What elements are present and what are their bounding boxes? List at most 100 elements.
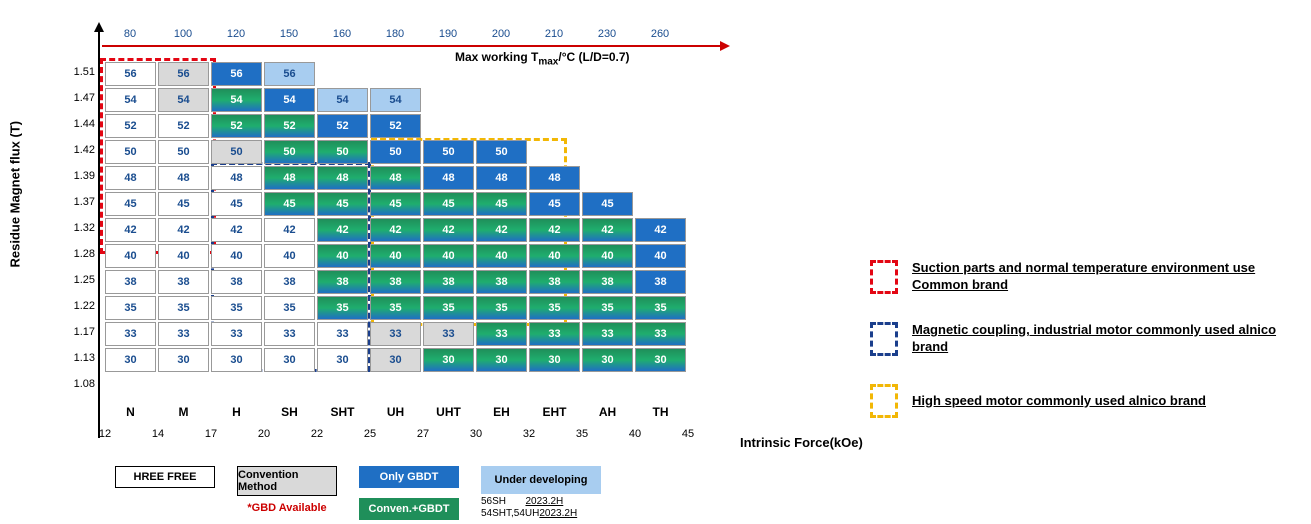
grid-cell: 50 xyxy=(370,140,421,164)
grid-cell: 48 xyxy=(476,166,527,190)
y-axis-line xyxy=(98,30,100,438)
side-legend-text: Suction parts and normal temperature env… xyxy=(912,260,1280,294)
grid-cell: 40 xyxy=(635,244,686,268)
grid-cell: 30 xyxy=(264,348,315,372)
grid-cell: 30 xyxy=(476,348,527,372)
grid-cell: 50 xyxy=(211,140,262,164)
grid-cell: 30 xyxy=(158,348,209,372)
grid-cell: 30 xyxy=(635,348,686,372)
grid-cell: 38 xyxy=(264,270,315,294)
top-ticks: 80100120150160180190200210230260 xyxy=(102,28,722,42)
grid-cell: 45 xyxy=(211,192,262,216)
y-tick: 1.44 xyxy=(65,118,95,130)
top-tick: 230 xyxy=(598,28,616,40)
grid-cell: 50 xyxy=(476,140,527,164)
grid-cell: 35 xyxy=(529,296,580,320)
grid-cell: 52 xyxy=(105,114,156,138)
legend-under-dev: Under developing xyxy=(481,466,601,494)
x-tick: 22 xyxy=(311,428,323,440)
top-axis-line xyxy=(102,45,722,47)
grid-cell: 38 xyxy=(635,270,686,294)
grid-cell: 30 xyxy=(370,348,421,372)
grid-cell: 50 xyxy=(158,140,209,164)
grid-cell: 48 xyxy=(370,166,421,190)
column-label: UHT xyxy=(423,405,474,419)
side-legend-text: Magnetic coupling, industrial motor comm… xyxy=(912,322,1280,356)
chart-area: Residue Magnet flux (T) Intrinsic Force(… xyxy=(20,10,780,510)
grid-cell: 33 xyxy=(211,322,262,346)
grid-cell: 54 xyxy=(158,88,209,112)
column-label: M xyxy=(158,405,209,419)
grid-cell: 56 xyxy=(264,62,315,86)
grid-cell: 45 xyxy=(105,192,156,216)
top-tick: 100 xyxy=(174,28,192,40)
grid-cell: 30 xyxy=(105,348,156,372)
grid-cell: 42 xyxy=(158,218,209,242)
side-legend-swatch xyxy=(870,260,898,294)
top-tick: 120 xyxy=(227,28,245,40)
grid-cell: 48 xyxy=(317,166,368,190)
x-tick: 40 xyxy=(629,428,641,440)
grid-cell: 52 xyxy=(158,114,209,138)
grid-cell: 38 xyxy=(476,270,527,294)
grid-cell: 42 xyxy=(370,218,421,242)
grid-cell: 33 xyxy=(582,322,633,346)
side-legend-item: Magnetic coupling, industrial motor comm… xyxy=(870,322,1280,356)
grid-cell: 50 xyxy=(264,140,315,164)
y-tick: 1.51 xyxy=(65,66,95,78)
grid-cell: 33 xyxy=(529,322,580,346)
side-legend-text: High speed motor commonly used alnico br… xyxy=(912,393,1206,410)
legend-gbdt-col: Only GBDT Conven.+GBDT xyxy=(359,466,459,520)
grid-cell: 40 xyxy=(529,244,580,268)
grid-cell: 30 xyxy=(529,348,580,372)
y-axis-label: Residue Magnet flux (T) xyxy=(8,121,23,268)
legend-only-gbdt: Only GBDT xyxy=(359,466,459,488)
grid-cell: 50 xyxy=(423,140,474,164)
side-legend: Suction parts and normal temperature env… xyxy=(870,260,1280,446)
grid-cell: 40 xyxy=(158,244,209,268)
legend-dev-sub: 56SH 2023.2H 54SHT,54UH2023.2H xyxy=(481,496,577,520)
grid-cell: 38 xyxy=(370,270,421,294)
legend-under-dev-col: Under developing 56SH 2023.2H 54SHT,54UH… xyxy=(481,466,601,520)
top-tick: 190 xyxy=(439,28,457,40)
grid-cell: 38 xyxy=(582,270,633,294)
x-tick: 20 xyxy=(258,428,270,440)
grid-cell: 30 xyxy=(423,348,474,372)
grid-cell: 35 xyxy=(476,296,527,320)
grid-cell: 48 xyxy=(105,166,156,190)
x-axis-label: Intrinsic Force(kOe) xyxy=(740,435,863,450)
column-label: UH xyxy=(370,405,421,419)
y-tick: 1.13 xyxy=(65,352,95,364)
grid-cell: 33 xyxy=(370,322,421,346)
top-tick: 260 xyxy=(651,28,669,40)
x-tick: 45 xyxy=(682,428,694,440)
top-axis-note: Max working Tmax/°C (L/D=0.7) xyxy=(455,50,630,67)
x-tick: 17 xyxy=(205,428,217,440)
grid-cell: 45 xyxy=(423,192,474,216)
grid-cell: 45 xyxy=(264,192,315,216)
top-tick: 160 xyxy=(333,28,351,40)
y-tick: 1.28 xyxy=(65,248,95,260)
grid-cell: 35 xyxy=(264,296,315,320)
x-tick: 27 xyxy=(417,428,429,440)
legend-hree-free: HREE FREE xyxy=(115,466,215,488)
x-tick: 12 xyxy=(99,428,111,440)
column-label: N xyxy=(105,405,156,419)
grid-cell: 48 xyxy=(264,166,315,190)
column-label: TH xyxy=(635,405,686,419)
side-legend-swatch xyxy=(870,322,898,356)
side-legend-item: Suction parts and normal temperature env… xyxy=(870,260,1280,294)
grid-cell: 40 xyxy=(264,244,315,268)
grid-cell: 45 xyxy=(317,192,368,216)
grid-cell: 33 xyxy=(423,322,474,346)
grid-cell: 38 xyxy=(317,270,368,294)
grid-cell: 30 xyxy=(317,348,368,372)
top-tick: 150 xyxy=(280,28,298,40)
grid-cell: 52 xyxy=(370,114,421,138)
legend-gbd-note: *GBD Available xyxy=(247,502,326,514)
grid-cell: 40 xyxy=(211,244,262,268)
y-tick: 1.42 xyxy=(65,144,95,156)
column-label: EH xyxy=(476,405,527,419)
legend-convention-col: Convention Method *GBD Available xyxy=(237,466,337,514)
grid-cell: 52 xyxy=(211,114,262,138)
